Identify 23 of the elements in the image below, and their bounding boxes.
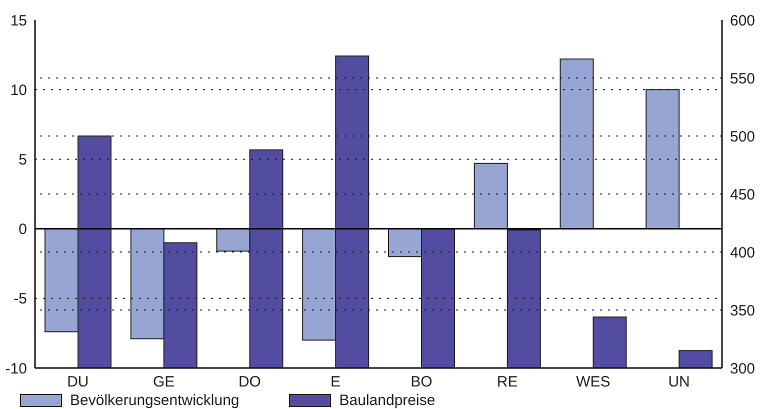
y-tick-label: -10: [5, 360, 27, 378]
x-tick-label: UN: [668, 374, 690, 391]
x-tick-label: RE: [496, 374, 518, 391]
y-tick-label: 5: [18, 152, 27, 169]
legend-label: Bevölkerungsentwicklung: [70, 392, 240, 409]
y2-tick-label: 600: [730, 12, 756, 30]
x-tick-label: WES: [576, 374, 610, 391]
y2-tick-label: 400: [730, 244, 756, 262]
y2-tick-label: 550: [730, 70, 756, 88]
x-tick-label: GE: [152, 374, 175, 391]
x-tick-label: BO: [410, 374, 432, 391]
y-tick-label: -5: [14, 290, 27, 308]
y2-tick-label: 350: [730, 302, 756, 320]
x-tick-label: DU: [67, 374, 89, 391]
y-tick-label: 0: [18, 221, 27, 238]
x-tick-label: DO: [238, 374, 261, 391]
legend-label: Baulandpreise: [339, 392, 436, 409]
y2-tick-label: 450: [730, 186, 756, 204]
x-tick-label: E: [330, 374, 341, 391]
y2-tick-label: 500: [730, 128, 756, 146]
y-tick-label: 15: [10, 12, 27, 30]
y-tick-label: 10: [10, 82, 27, 99]
y2-tick-label: 300: [730, 360, 756, 378]
